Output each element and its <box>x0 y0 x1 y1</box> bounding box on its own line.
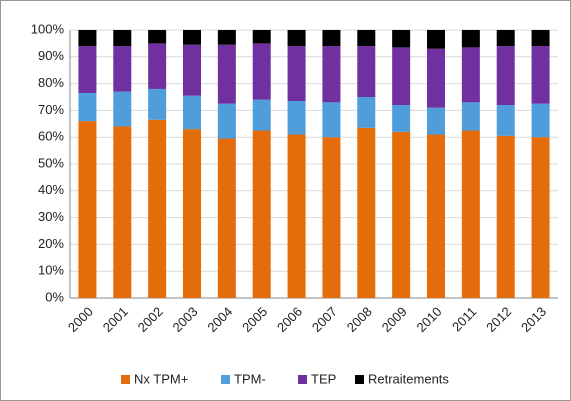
bar-segment <box>252 130 271 298</box>
bar-segment <box>427 30 445 49</box>
bar-segment <box>392 105 411 132</box>
y-tick-label: 10% <box>38 263 64 278</box>
bar-segment <box>287 46 306 102</box>
legend-swatch <box>298 375 307 384</box>
y-tick-label: 60% <box>38 129 64 144</box>
bar-segment <box>322 137 341 298</box>
bar-segment <box>217 138 236 298</box>
bar-segment <box>78 121 97 299</box>
bar-segment <box>322 46 341 103</box>
bar-segment <box>496 30 515 47</box>
bar-segment <box>183 95 201 130</box>
bar-segment <box>357 97 376 128</box>
y-tick-label: 20% <box>38 236 64 251</box>
bar-segment <box>113 46 132 92</box>
y-tick-label: 40% <box>38 182 64 197</box>
bar-segment <box>322 102 341 138</box>
bar-segment <box>113 30 132 47</box>
bar-segment <box>531 103 550 138</box>
bar-segment <box>287 101 306 135</box>
bar-segment <box>461 130 480 298</box>
legend-swatch <box>221 375 230 384</box>
y-tick-label: 100% <box>31 21 65 36</box>
y-tick-label: 90% <box>38 48 64 63</box>
bar-segment <box>496 46 515 106</box>
bar-segment <box>148 43 167 89</box>
bar-segment <box>78 92 97 122</box>
bar-segment <box>531 46 550 104</box>
y-tick-label: 30% <box>38 209 64 224</box>
bar-segment <box>252 43 271 100</box>
bar-segment <box>113 126 132 298</box>
bar-segment <box>392 131 411 298</box>
bar-segment <box>217 30 236 45</box>
y-tick-label: 50% <box>38 155 64 170</box>
legend-label: Retraitements <box>368 371 449 386</box>
legend-swatch <box>121 375 130 384</box>
bar-segment <box>392 30 411 48</box>
bar-segment <box>496 105 515 136</box>
legend-label: TEP <box>311 371 336 386</box>
bar-segment <box>427 48 445 108</box>
bar-segment <box>252 30 271 44</box>
legend-label: Nx TPM+ <box>134 371 188 386</box>
bar-segment <box>252 99 271 131</box>
bar-segment <box>427 134 445 298</box>
bar-segment <box>461 47 480 103</box>
bar-segment <box>287 30 306 47</box>
bar-segment <box>461 102 480 131</box>
bar-segment <box>78 46 97 93</box>
bar-segment <box>113 91 132 127</box>
bar-segment <box>148 119 167 298</box>
bar-segment <box>531 30 550 47</box>
bar-segment <box>357 127 376 298</box>
bar-segment <box>461 30 480 48</box>
y-tick-label: 80% <box>38 75 64 90</box>
bar-segment <box>357 46 376 97</box>
legend-label: TPM- <box>234 371 266 386</box>
bar-segment <box>217 103 236 139</box>
bar-segment <box>78 30 97 47</box>
bar-segment <box>148 30 167 44</box>
bar-segment <box>148 88 167 120</box>
bar-segment <box>183 30 201 45</box>
bar-segment <box>322 30 341 47</box>
legend-swatch <box>355 375 364 384</box>
bar-segment <box>183 44 201 96</box>
bar-segment <box>287 134 306 298</box>
bar-segment <box>217 44 236 104</box>
y-tick-label: 70% <box>38 102 64 117</box>
y-tick-label: 0% <box>45 289 64 304</box>
bar-segment <box>357 30 376 47</box>
bar-segment <box>392 47 411 106</box>
bar-segment <box>531 137 550 298</box>
bar-segment <box>183 129 201 298</box>
bar-segment <box>427 107 445 135</box>
bar-segment <box>496 135 515 298</box>
